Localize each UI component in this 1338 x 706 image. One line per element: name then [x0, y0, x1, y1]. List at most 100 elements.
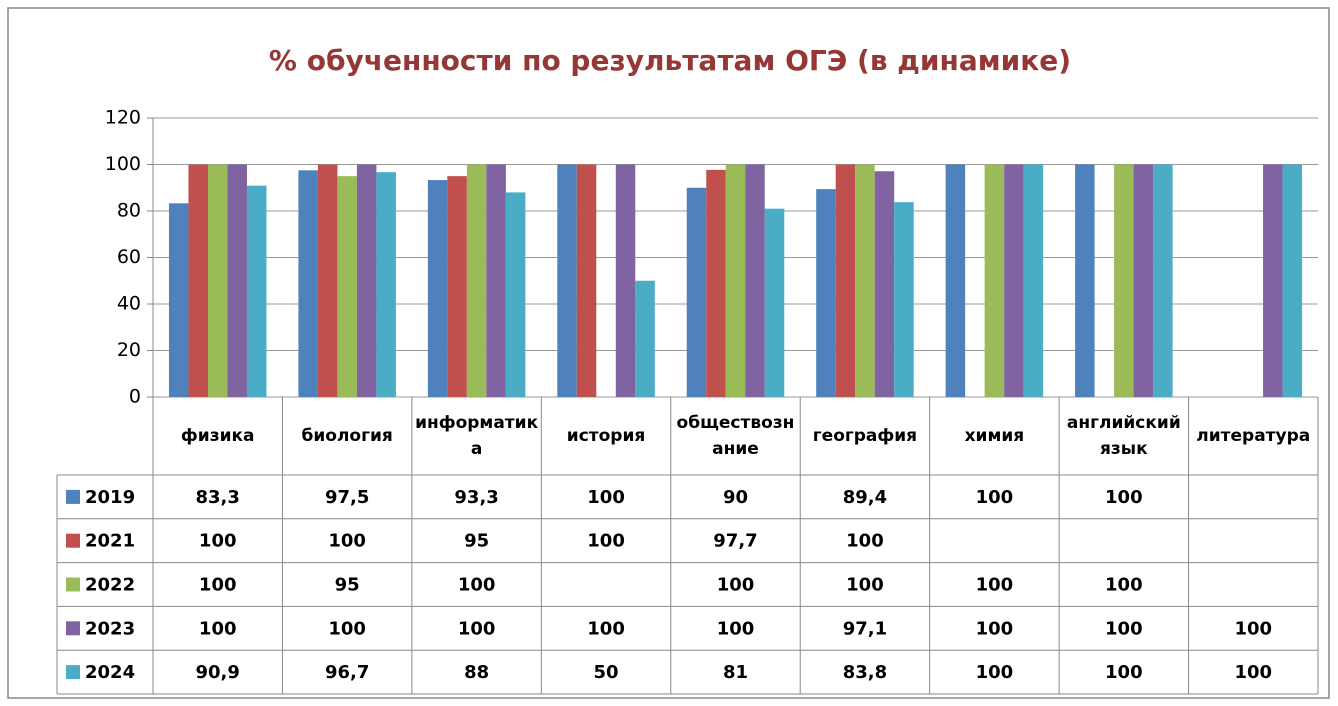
- data-label: 97,1: [843, 618, 887, 639]
- bar: [764, 208, 785, 397]
- x-tick-label: обществознание: [676, 413, 795, 459]
- y-tick-label: 120: [105, 107, 141, 129]
- category-cell: биология: [301, 426, 393, 446]
- bar: [337, 176, 357, 397]
- data-label: 100: [328, 618, 366, 639]
- category-cell: литература: [1196, 426, 1311, 446]
- legend-swatch: [66, 489, 80, 504]
- data-label: 100: [976, 618, 1014, 639]
- bar: [1282, 164, 1303, 397]
- legend-label: 2021: [85, 531, 135, 552]
- data-label: 90,9: [196, 662, 240, 683]
- category-cell: английский язык: [1066, 413, 1181, 459]
- bar: [486, 164, 506, 397]
- category-cell: химия: [964, 426, 1025, 446]
- data-label: 100: [846, 531, 884, 552]
- bar: [1153, 164, 1173, 397]
- bar: [317, 164, 338, 397]
- data-label: 100: [976, 487, 1014, 508]
- data-label: 95: [464, 531, 489, 552]
- legend-swatch: [66, 533, 80, 548]
- bar: [1075, 164, 1095, 397]
- data-label: 90: [723, 487, 748, 508]
- bar: [207, 164, 228, 397]
- bar: [635, 280, 655, 397]
- bar: [227, 164, 247, 397]
- data-label: 100: [199, 575, 237, 596]
- bar: [1133, 164, 1154, 397]
- legend-label: 2019: [85, 487, 135, 508]
- bar: [505, 192, 526, 397]
- data-label: 100: [717, 618, 755, 639]
- data-label: 97,5: [325, 487, 369, 508]
- bar: [356, 164, 377, 397]
- y-tick-label: 40: [117, 293, 141, 315]
- bar: [576, 164, 597, 397]
- data-label: 83,8: [843, 662, 887, 683]
- legend-label: 2022: [85, 575, 135, 596]
- y-tick-label: 60: [117, 246, 141, 268]
- data-label: 100: [199, 531, 237, 552]
- data-label: 100: [328, 531, 366, 552]
- data-label: 100: [1234, 618, 1272, 639]
- y-tick-label: 100: [105, 153, 141, 175]
- bar: [816, 189, 836, 397]
- data-label: 100: [587, 531, 625, 552]
- data-label: 95: [335, 575, 360, 596]
- data-label: 100: [199, 618, 237, 639]
- category-cell: физика: [181, 426, 255, 446]
- data-label: 88: [464, 662, 489, 683]
- data-label: 100: [587, 487, 625, 508]
- bar: [706, 169, 726, 397]
- data-label: 96,7: [325, 662, 369, 683]
- bar: [376, 172, 396, 397]
- chart-title: % обученности по результатам ОГЭ (в дина…: [269, 44, 1071, 77]
- bar: [447, 176, 467, 397]
- data-label: 81: [723, 662, 748, 683]
- category-cell: обществознание: [676, 413, 795, 459]
- bar: [725, 164, 746, 397]
- data-label: 100: [1105, 618, 1143, 639]
- x-tick-label: информатика: [415, 413, 539, 459]
- y-tick-label: 20: [117, 339, 141, 361]
- legend-swatch: [66, 665, 80, 680]
- x-tick-label: литература: [1196, 426, 1311, 446]
- bar: [557, 164, 577, 397]
- bar: [874, 171, 895, 397]
- data-label: 100: [846, 575, 884, 596]
- data-label: 100: [587, 618, 625, 639]
- x-tick-label: биология: [301, 426, 393, 446]
- data-label: 50: [594, 662, 619, 683]
- y-tick-label: 0: [129, 386, 141, 408]
- bar: [466, 164, 487, 397]
- bar: [168, 203, 189, 397]
- bar: [686, 187, 707, 397]
- bar: [1263, 164, 1283, 397]
- bar: [298, 170, 318, 397]
- bar: [427, 180, 448, 397]
- x-tick-label: химия: [964, 426, 1025, 446]
- data-label: 97,7: [713, 531, 757, 552]
- data-label: 100: [458, 575, 496, 596]
- category-cell: информатика: [415, 413, 539, 459]
- bar: [835, 164, 856, 397]
- bar: [188, 164, 208, 397]
- bar: [945, 164, 966, 397]
- category-cell: география: [812, 426, 918, 446]
- bar: [855, 164, 875, 397]
- data-label: 100: [717, 575, 755, 596]
- legend-swatch: [66, 621, 80, 636]
- bar: [1023, 164, 1044, 397]
- legend-label: 2023: [85, 618, 135, 639]
- bar: [1114, 164, 1134, 397]
- legend-swatch: [66, 577, 80, 592]
- x-tick-label: история: [566, 426, 646, 446]
- x-tick-label: география: [812, 426, 918, 446]
- category-cell: история: [566, 426, 646, 446]
- x-tick-label: английский язык: [1066, 413, 1181, 459]
- data-label: 100: [458, 618, 496, 639]
- data-label: 100: [976, 662, 1014, 683]
- data-label: 100: [1105, 487, 1143, 508]
- data-label: 100: [1105, 575, 1143, 596]
